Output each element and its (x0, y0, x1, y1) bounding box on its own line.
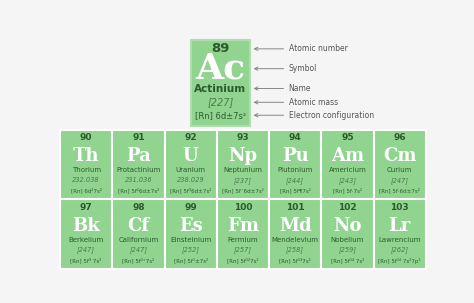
Text: Pu: Pu (282, 147, 309, 165)
Text: 99: 99 (184, 203, 197, 212)
Text: Actinium: Actinium (194, 84, 246, 94)
Text: [244]: [244] (286, 177, 304, 184)
Bar (112, 129, 164, 199)
Text: Am: Am (331, 147, 364, 165)
Bar (112, 199, 164, 269)
Text: 98: 98 (132, 203, 145, 212)
Text: [Rn] 6d²7s²: [Rn] 6d²7s² (71, 188, 101, 194)
Text: 238.029: 238.029 (177, 177, 204, 183)
Text: 103: 103 (391, 203, 409, 212)
Text: [262]: [262] (391, 247, 409, 254)
Bar (217, 129, 269, 199)
Text: 232.038: 232.038 (73, 177, 100, 183)
Bar (374, 129, 426, 199)
Bar (321, 129, 374, 199)
Text: [247]: [247] (391, 177, 409, 184)
Text: [227]: [227] (207, 97, 234, 107)
Text: 97: 97 (80, 203, 92, 212)
Text: 89: 89 (211, 42, 229, 55)
Text: Uranium: Uranium (176, 167, 206, 173)
Text: 231.036: 231.036 (125, 177, 152, 183)
Text: [258]: [258] (286, 247, 304, 254)
Bar (60, 129, 112, 199)
Text: Symbol: Symbol (289, 64, 317, 73)
Bar (269, 129, 321, 199)
Bar (164, 129, 217, 199)
Text: Cf: Cf (128, 217, 149, 235)
Text: Lr: Lr (389, 217, 411, 235)
Text: [Rn] 5f·7s²: [Rn] 5f·7s² (333, 188, 362, 194)
Text: [Rn] 5f²6d±7s²: [Rn] 5f²6d±7s² (118, 188, 159, 194)
Bar (374, 199, 426, 269)
Text: Einsteinium: Einsteinium (170, 237, 211, 243)
Text: 92: 92 (184, 133, 197, 142)
Text: 96: 96 (393, 133, 406, 142)
Text: [237]: [237] (234, 177, 252, 184)
Text: Ac: Ac (195, 52, 246, 86)
Text: Bk: Bk (72, 217, 100, 235)
Bar (217, 199, 269, 269)
Bar (164, 199, 217, 269)
Text: [Rn] 5f·6d±7s²: [Rn] 5f·6d±7s² (379, 188, 420, 194)
Text: Fermium: Fermium (228, 237, 258, 243)
Text: 100: 100 (234, 203, 252, 212)
Text: Name: Name (289, 84, 311, 93)
Text: 102: 102 (338, 203, 357, 212)
Text: [247]: [247] (129, 247, 147, 254)
Text: Nobelium: Nobelium (331, 237, 364, 243)
Text: [Rn] 5f¶7s²: [Rn] 5f¶7s² (280, 188, 310, 194)
Text: [Rn] 5f¹⁴ 7s²: [Rn] 5f¹⁴ 7s² (331, 258, 364, 263)
Text: Atomic number: Atomic number (289, 44, 347, 53)
Text: [257]: [257] (234, 247, 252, 254)
Text: Californium: Californium (118, 237, 158, 243)
Text: Th: Th (73, 147, 100, 165)
Text: 94: 94 (289, 133, 301, 142)
Text: Mendelevium: Mendelevium (272, 237, 319, 243)
Text: [Rn] 5f¹²7s²: [Rn] 5f¹²7s² (227, 258, 259, 263)
Text: Np: Np (228, 147, 257, 165)
Text: [Rn] 5f¹±7s²: [Rn] 5f¹±7s² (173, 258, 208, 263)
Text: [243]: [243] (338, 177, 356, 184)
Text: Protactinium: Protactinium (116, 167, 161, 173)
Text: Es: Es (179, 217, 202, 235)
Text: Pa: Pa (126, 147, 151, 165)
Text: [259]: [259] (338, 247, 356, 254)
Text: [Rn] 5f⁹ 7s²: [Rn] 5f⁹ 7s² (71, 258, 102, 263)
Text: 90: 90 (80, 133, 92, 142)
Text: [Rn] 5f¹³7s²: [Rn] 5f¹³7s² (279, 258, 311, 263)
Text: 93: 93 (237, 133, 249, 142)
Text: Lawrencium: Lawrencium (378, 237, 421, 243)
Text: Berkelium: Berkelium (69, 237, 104, 243)
Bar (269, 199, 321, 269)
Text: [Rn] 6d±7s²: [Rn] 6d±7s² (195, 111, 246, 120)
Text: Electron configuration: Electron configuration (289, 111, 374, 120)
Text: [247]: [247] (77, 247, 95, 254)
Text: Neptunium: Neptunium (223, 167, 263, 173)
Text: Cm: Cm (383, 147, 417, 165)
Text: [Rn] 5f´6d±7s²: [Rn] 5f´6d±7s² (222, 188, 264, 194)
Text: Thorium: Thorium (72, 167, 100, 173)
Text: Curium: Curium (387, 167, 412, 173)
Bar (191, 40, 250, 126)
Text: 95: 95 (341, 133, 354, 142)
Text: Plutonium: Plutonium (277, 167, 313, 173)
Text: 91: 91 (132, 133, 145, 142)
Bar (321, 199, 374, 269)
Text: 101: 101 (286, 203, 304, 212)
Text: No: No (333, 217, 362, 235)
Text: Americium: Americium (328, 167, 366, 173)
Text: U: U (183, 147, 199, 165)
Bar (60, 199, 112, 269)
Text: [Rn] 5f¹°7s²: [Rn] 5f¹°7s² (122, 258, 155, 263)
Text: Md: Md (279, 217, 311, 235)
Text: [Rn] 5f¹⁴ 7s²7p¹: [Rn] 5f¹⁴ 7s²7p¹ (378, 258, 421, 264)
Text: [Rn] 5f³6d±7s²: [Rn] 5f³6d±7s² (170, 188, 211, 194)
Text: Fm: Fm (227, 217, 259, 235)
Text: [252]: [252] (182, 247, 200, 254)
Text: Atomic mass: Atomic mass (289, 98, 338, 107)
